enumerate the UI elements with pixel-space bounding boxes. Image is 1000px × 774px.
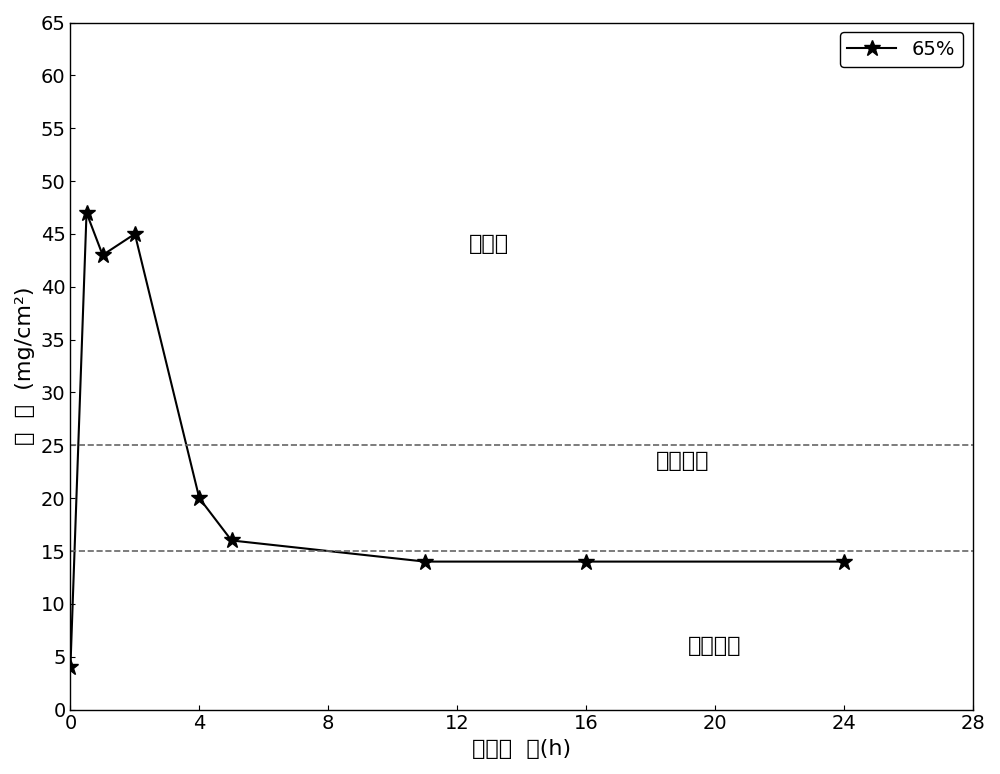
65% [580,557,592,567]
Text: 敏感区: 敏感区 [469,235,509,255]
65% [226,536,238,545]
65% [81,208,93,217]
Text: 不敏感区: 不敏感区 [688,636,742,656]
Line: 65%: 65% [62,204,852,676]
Text: 介敏感区: 介敏感区 [656,451,709,471]
65% [129,229,141,238]
65% [838,557,850,567]
65% [193,494,205,503]
65% [419,557,431,567]
X-axis label: 退火时  间(h): 退火时 间(h) [472,739,571,759]
65% [97,251,109,260]
Y-axis label: 失  重  (mg/cm²): 失 重 (mg/cm²) [15,287,35,445]
Legend: 65%: 65% [840,33,963,67]
65% [64,663,76,672]
